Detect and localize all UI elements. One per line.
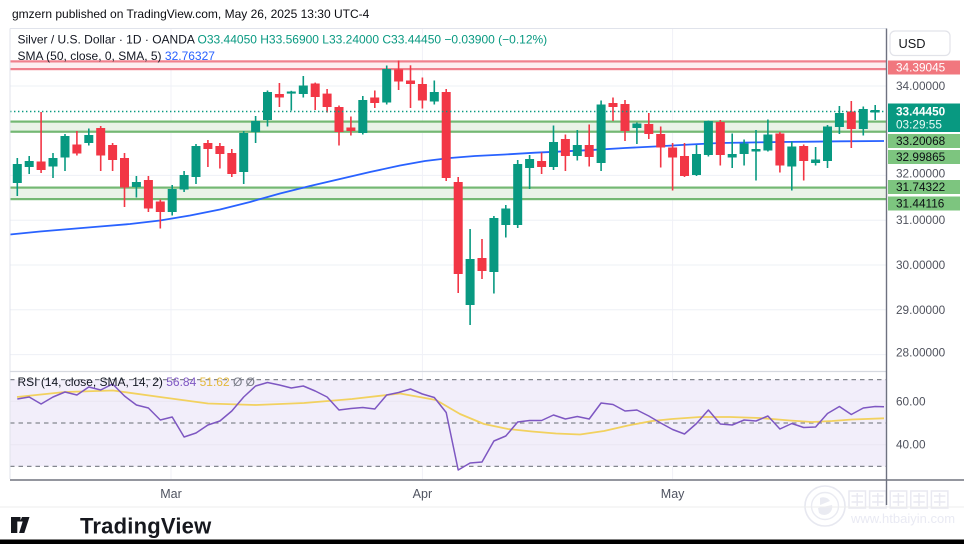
svg-text:33.44450: 33.44450: [896, 105, 946, 119]
svg-text:SMA (50, close, 0, SMA, 5) 32.: SMA (50, close, 0, SMA, 5) 32.76327: [18, 49, 216, 63]
svg-text:TradingView: TradingView: [80, 514, 212, 539]
svg-text:40.00: 40.00: [896, 438, 926, 452]
svg-text:Silver / U.S. Dollar · 1D · OA: Silver / U.S. Dollar · 1D · OANDA O33.44…: [18, 33, 548, 47]
svg-text:28.00000: 28.00000: [896, 346, 946, 360]
svg-text:31.00000: 31.00000: [896, 213, 946, 227]
svg-text:Apr: Apr: [413, 487, 432, 501]
svg-text:34.39045: 34.39045: [896, 61, 946, 75]
svg-text:www.htbaiyin.com: www.htbaiyin.com: [850, 511, 955, 526]
svg-text:30.00000: 30.00000: [896, 258, 946, 272]
svg-text:RSI (14, close, SMA, 14, 2) 56: RSI (14, close, SMA, 14, 2) 56.84 51.62 …: [18, 375, 256, 389]
svg-text:31.44116: 31.44116: [896, 197, 945, 211]
svg-text:03:29:55: 03:29:55: [896, 118, 942, 132]
svg-text:Mar: Mar: [160, 487, 182, 501]
svg-text:gmzern published on TradingVie: gmzern published on TradingView.com, May…: [12, 7, 370, 21]
svg-text:May: May: [661, 487, 685, 501]
svg-text:31.74322: 31.74322: [896, 180, 945, 194]
svg-text:33.20068: 33.20068: [896, 134, 946, 148]
svg-text:32.99865: 32.99865: [896, 150, 946, 164]
svg-text:USD: USD: [899, 36, 926, 51]
svg-text:34.00000: 34.00000: [896, 79, 946, 93]
svg-text:32.00000: 32.00000: [896, 167, 946, 181]
svg-text:29.00000: 29.00000: [896, 303, 946, 317]
svg-text:60.00: 60.00: [896, 394, 926, 408]
